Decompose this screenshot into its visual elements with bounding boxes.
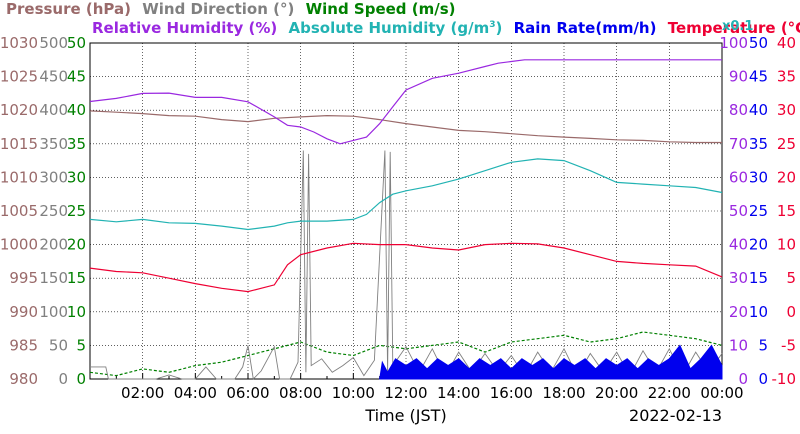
relative-humidity-tick-label: 100 — [719, 34, 748, 52]
x-tick-label: 20:00 — [595, 384, 638, 402]
wind-direction-tick-label: 200 — [39, 236, 68, 254]
relative-humidity-tick-label: 20 — [729, 303, 748, 321]
x-tick-label: 16:00 — [490, 384, 533, 402]
relative-humidity-tick-label: 80 — [729, 101, 748, 119]
rain-rate-tick-label: 35 — [749, 135, 768, 153]
series-rain-rate — [379, 344, 723, 380]
rain-rate-tick-label: 45 — [749, 68, 768, 86]
rain-rate-tick-label: 30 — [749, 168, 768, 186]
rain-rate-tick-label: 0 — [758, 370, 768, 388]
chart-date: 2022-02-13 — [629, 406, 722, 425]
wind-speed-tick-label: 50 — [67, 34, 86, 52]
relative-humidity-tick-label: 40 — [729, 236, 748, 254]
temperature-tick-label: 40 — [777, 34, 796, 52]
x-tick-label: 14:00 — [437, 384, 480, 402]
temperature-tick-label: 20 — [777, 168, 796, 186]
pressure-tick-label: 1030 — [0, 34, 38, 52]
series-temperature — [89, 242, 723, 293]
rain-rate-tick-label: 40 — [749, 101, 768, 119]
wind-direction-tick-label: 250 — [39, 202, 68, 220]
rain-rate-tick-label: 50 — [749, 34, 768, 52]
legend-pressure: Pressure (hPa) — [6, 0, 131, 18]
relative-humidity-tick-label: 30 — [729, 269, 748, 287]
wind-speed-tick-label: 0 — [76, 370, 86, 388]
temperature-tick-label: 15 — [777, 202, 796, 220]
temperature-tick-label: 0 — [786, 303, 796, 321]
wind-speed-tick-label: 45 — [67, 68, 86, 86]
temperature-tick-label: 35 — [777, 68, 796, 86]
series-pressure — [89, 110, 722, 144]
temperature-tick-label: 5 — [786, 269, 796, 287]
pressure-tick-label: 1015 — [0, 135, 38, 153]
rain-rate-tick-label: 25 — [749, 202, 768, 220]
legend-relative-humidity: Relative Humidity (%) — [92, 19, 278, 37]
temperature-tick-label: 30 — [777, 101, 796, 119]
x-tick-label: 22:00 — [648, 384, 691, 402]
pressure-tick-label: 1020 — [0, 101, 38, 119]
wind-speed-tick-label: 5 — [76, 336, 86, 354]
wind-direction-tick-label: 300 — [39, 168, 68, 186]
relative-humidity-tick-label: 90 — [729, 68, 748, 86]
x-tick-label: 08:00 — [279, 384, 322, 402]
legend-temperature: Temperature (°C) — [667, 19, 800, 37]
pressure-tick-label: 990 — [9, 303, 38, 321]
legend-wind-direction: Wind Direction (°) — [142, 0, 295, 18]
x-axis-label: Time (JST) — [364, 406, 446, 425]
pressure-tick-label: 980 — [9, 370, 38, 388]
series-relative-humidity — [89, 59, 722, 145]
rain-rate-tick-label: 5 — [758, 336, 768, 354]
wind-direction-tick-label: 400 — [39, 101, 68, 119]
series-absolute-humidity — [89, 158, 723, 231]
wind-speed-tick-label: 25 — [67, 202, 86, 220]
temperature-tick-label: -5 — [781, 336, 796, 354]
x-tick-label: 04:00 — [174, 384, 217, 402]
relative-humidity-tick-label: 60 — [729, 168, 748, 186]
legend-rain-rate: Rain Rate(mm/h) — [513, 19, 657, 37]
wind-speed-tick-label: 40 — [67, 101, 86, 119]
wind-direction-tick-label: 100 — [39, 303, 68, 321]
wind-speed-tick-label: 35 — [67, 135, 86, 153]
x-tick-label: 10:00 — [332, 384, 375, 402]
x-tick-label: 12:00 — [384, 384, 427, 402]
relative-humidity-tick-label: 0 — [738, 370, 748, 388]
temperature-tick-label: 25 — [777, 135, 796, 153]
series-wind-direction — [90, 150, 723, 380]
x-tick-label: 02:00 — [121, 384, 164, 402]
wind-speed-tick-label: 30 — [67, 168, 86, 186]
temperature-tick-label: 10 — [777, 236, 796, 254]
pressure-tick-label: 1000 — [0, 236, 38, 254]
relative-humidity-tick-label: 50 — [729, 202, 748, 220]
rain-rate-tick-label: 15 — [749, 269, 768, 287]
wind-direction-tick-label: 50 — [49, 336, 68, 354]
temperature-tick-label: -10 — [772, 370, 797, 388]
wind-direction-tick-label: 450 — [39, 68, 68, 86]
wind-direction-tick-label: 350 — [39, 135, 68, 153]
series-wind-speed — [89, 331, 723, 377]
pressure-tick-label: 1010 — [0, 168, 38, 186]
wind-speed-tick-label: 20 — [67, 236, 86, 254]
pressure-tick-label: 1005 — [0, 202, 38, 220]
legend-wind-speed: Wind Speed (m/s) — [305, 0, 456, 18]
pressure-tick-label: 985 — [9, 336, 38, 354]
wind-speed-tick-label: 15 — [67, 269, 86, 287]
relative-humidity-tick-label: 70 — [729, 135, 748, 153]
legend-absolute-humidity: Absolute Humidity (g/m3) — [288, 19, 503, 37]
wind-speed-tick-label: 10 — [67, 303, 86, 321]
x-tick-label: 18:00 — [542, 384, 585, 402]
rain-rate-tick-label: 20 — [749, 236, 768, 254]
rain-scale-note: x0.1 — [722, 19, 754, 34]
pressure-tick-label: 1025 — [0, 68, 38, 86]
rain-rate-tick-label: 10 — [749, 303, 768, 321]
x-tick-label: 06:00 — [226, 384, 269, 402]
pressure-tick-label: 995 — [9, 269, 38, 287]
wind-direction-tick-label: 500 — [39, 34, 68, 52]
x-tick-label: 00:00 — [700, 384, 743, 402]
wind-direction-tick-label: 0 — [58, 370, 68, 388]
wind-direction-tick-label: 150 — [39, 269, 68, 287]
relative-humidity-tick-label: 10 — [729, 336, 748, 354]
